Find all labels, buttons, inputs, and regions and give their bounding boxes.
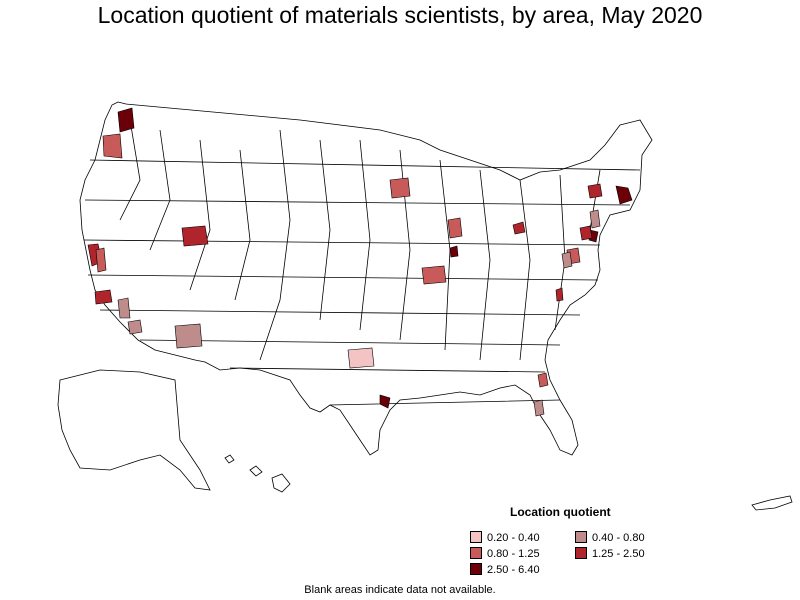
area-tampa (533, 399, 545, 417)
area-st-louis (421, 265, 447, 285)
legend-swatch (470, 563, 482, 575)
area-los-angeles (94, 289, 113, 305)
area-jacksonville (537, 372, 549, 388)
contiguous-us-outline (79, 101, 653, 456)
puerto-rico-outline (751, 495, 793, 511)
area-allentown (589, 209, 601, 229)
area-riverside (117, 297, 131, 319)
area-dallas (347, 347, 375, 369)
area-borders (57, 101, 793, 511)
area-richmond (561, 251, 573, 269)
legend-title: Location quotient (510, 505, 611, 519)
area-houston (379, 394, 391, 409)
hawaii-outline (224, 454, 291, 493)
legend-swatch (575, 531, 587, 543)
area-sacramento (95, 247, 107, 273)
area-pittsburgh (512, 221, 526, 235)
area-charlotte (555, 287, 564, 302)
area-minneapolis (389, 177, 411, 199)
area-philadelphia (579, 225, 593, 241)
area-boston (615, 185, 633, 205)
blank-areas-note: Blank areas indicate data not available. (304, 584, 496, 596)
legend-swatch (575, 547, 587, 559)
map-legend: Location quotient 0.20 - 0.40 0.40 - 0.8… (470, 505, 700, 577)
area-rochester (587, 183, 603, 199)
legend-swatch (470, 531, 482, 543)
area-salt-lake (181, 225, 209, 247)
area-san-diego (127, 319, 143, 335)
legend-item-0-40-0-80: 0.40 - 0.80 (575, 531, 645, 544)
area-dayton (449, 245, 459, 258)
area-seattle (117, 107, 135, 133)
legend-label: 0.40 - 0.80 (592, 532, 645, 544)
alaska-outline (57, 369, 211, 491)
legend-label: 0.20 - 0.40 (487, 532, 540, 544)
shaded-areas (87, 107, 633, 417)
map-title: Location quotient of materials scientist… (97, 2, 703, 28)
legend-item-1-25-2-50: 1.25 - 2.50 (575, 547, 645, 560)
legend-label: 1.25 - 2.50 (592, 548, 645, 560)
legend-label: 0.80 - 1.25 (487, 548, 540, 560)
legend-swatch (470, 547, 482, 559)
area-portland (102, 133, 123, 159)
legend-item-2-50-6-40: 2.50 - 6.40 (470, 563, 540, 576)
area-tucson (174, 323, 203, 349)
legend-item-0-20-0-40: 0.20 - 0.40 (470, 531, 540, 544)
area-chicago (447, 217, 463, 239)
legend-item-0-80-1-25: 0.80 - 1.25 (470, 547, 540, 560)
legend-label: 2.50 - 6.40 (487, 564, 540, 576)
